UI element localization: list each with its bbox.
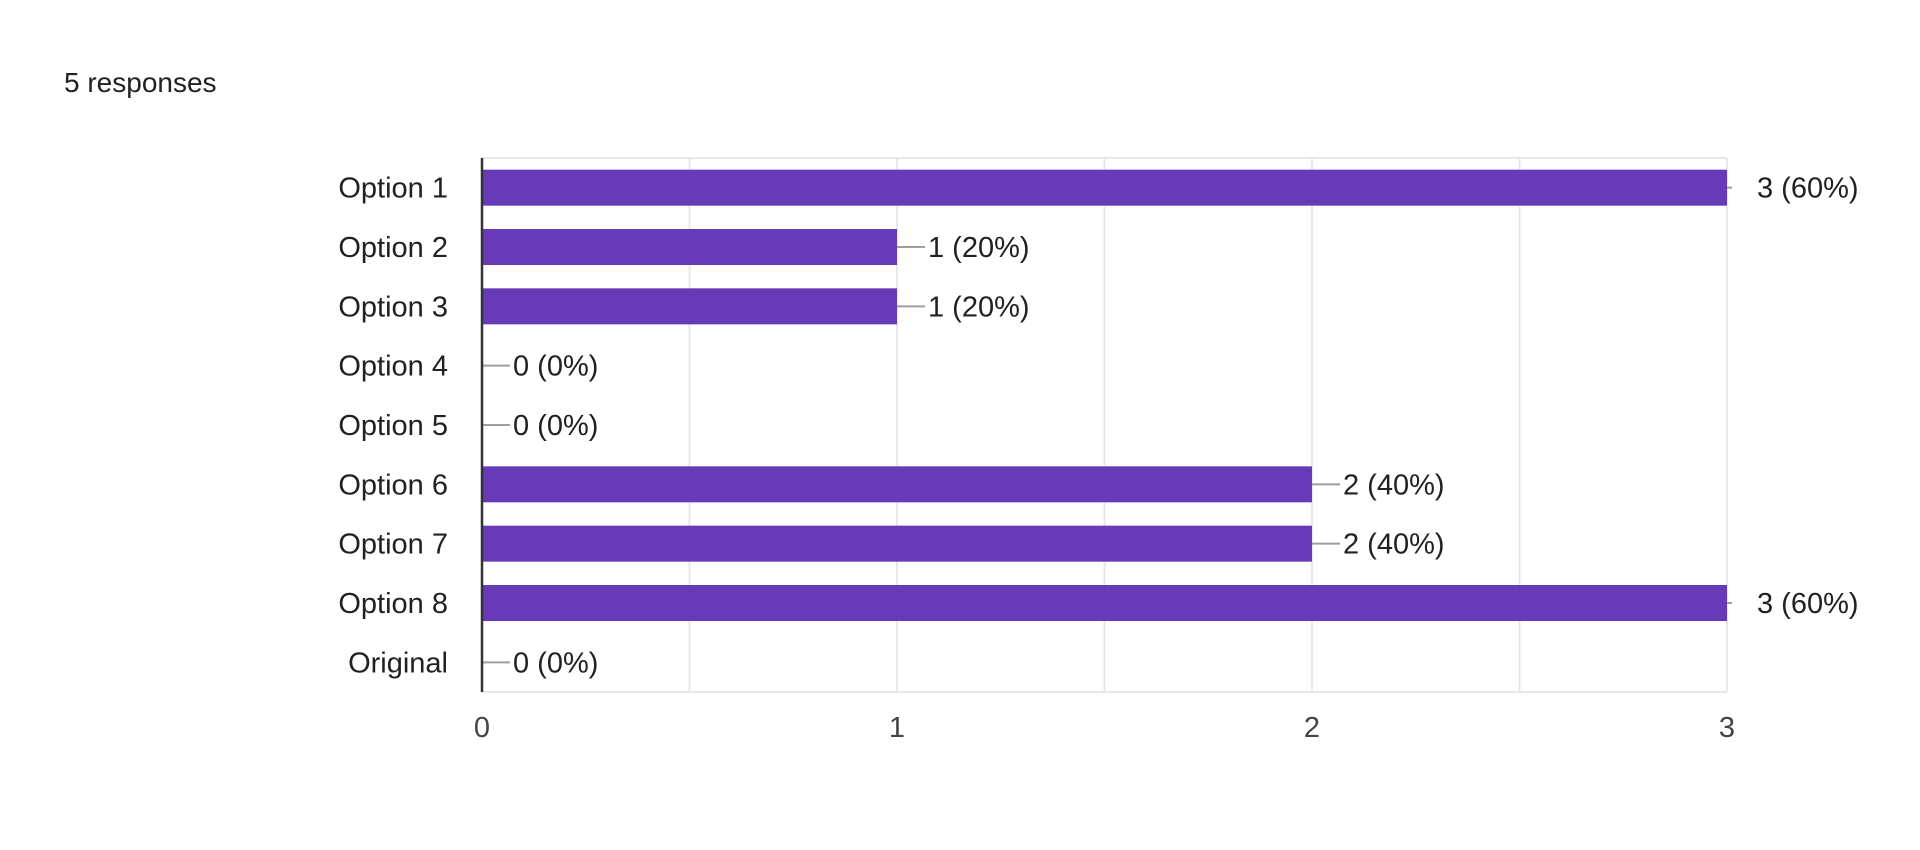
x-tick-label: 3 (1719, 712, 1735, 744)
responses-count: 5 responses (64, 67, 217, 98)
category-label: Option 1 (338, 173, 448, 205)
x-tick-label: 1 (889, 712, 905, 744)
category-label: Option 5 (338, 410, 448, 442)
bar (482, 585, 1727, 621)
bars (482, 169, 1727, 621)
value-label: 3 (60%) (1757, 588, 1859, 620)
category-label: Option 3 (338, 291, 448, 323)
category-label: Option 4 (338, 351, 448, 383)
value-label: 3 (60%) (1757, 173, 1859, 205)
bar (482, 525, 1312, 562)
category-label: Original (348, 647, 448, 679)
category-label: Option 8 (338, 588, 448, 620)
value-label: 0 (0%) (513, 351, 598, 383)
x-tick-label: 0 (474, 712, 490, 744)
value-label: 2 (40%) (1343, 469, 1445, 501)
labels: Option 1 3 (60%) Option 2 1 (20%) Option 3 1 … (338, 173, 1858, 744)
label-leader-lines (482, 186, 1732, 664)
category-label: Option 7 (338, 529, 448, 561)
bar (482, 169, 1727, 206)
category-label: Option 6 (338, 469, 448, 501)
category-label: Option 2 (338, 232, 448, 264)
value-label: 1 (20%) (928, 232, 1030, 264)
value-label: 0 (0%) (513, 647, 598, 679)
bar (482, 288, 897, 325)
value-label: 0 (0%) (513, 410, 598, 442)
value-label: 2 (40%) (1343, 529, 1445, 561)
bar (482, 229, 897, 265)
bar (482, 466, 1312, 503)
x-tick-label: 2 (1304, 712, 1320, 744)
value-label: 1 (20%) (928, 291, 1030, 323)
